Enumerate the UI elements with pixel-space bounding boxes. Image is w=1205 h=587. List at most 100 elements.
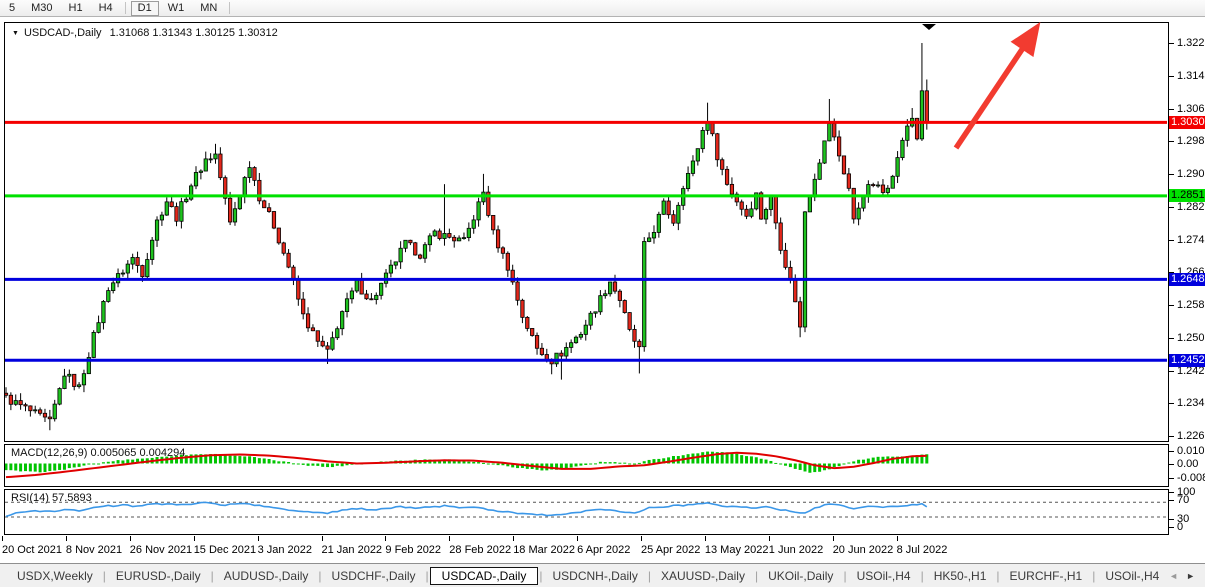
tab-scroll-right-icon[interactable]: ►	[1186, 570, 1195, 581]
price-tick	[1169, 337, 1174, 339]
price-tick-label: 1.24270	[1177, 364, 1205, 377]
date-tick	[704, 536, 706, 541]
price-tick	[1169, 43, 1174, 44]
symbol-tab-bar: USDX,Weekly | EURUSD-,Daily | AUDUSD-,Daily |…	[0, 563, 1205, 587]
tab-separator: |	[843, 568, 847, 583]
rsi-canvas[interactable]	[5, 490, 1168, 534]
rsi-panel[interactable]: RSI(14) 57.5893	[4, 489, 1169, 535]
price-tick	[1169, 370, 1174, 372]
date-tick-label: 15 Dec 2021	[193, 544, 257, 556]
date-tick	[257, 536, 259, 541]
price-tick	[1169, 173, 1174, 175]
date-tick	[832, 536, 834, 541]
rsi-axis-tick	[1169, 519, 1174, 520]
tab-usdcad-daily[interactable]: USDCAD-,Daily	[429, 566, 539, 585]
tab-eurchf-h1[interactable]: EURCHF-,H1	[1009, 568, 1083, 583]
macd-panel[interactable]: MACD(12,26,9) 0.005065 0.004294	[4, 444, 1169, 487]
timeframe-button-m30[interactable]: M30	[31, 1, 53, 14]
tab-eurusd-daily[interactable]: EURUSD-,Daily	[115, 568, 201, 583]
tab-usdx-weekly[interactable]: USDX,Weekly	[17, 568, 93, 583]
date-tick	[641, 536, 642, 541]
level-price-badge: 1.30300	[1169, 115, 1205, 129]
timeframe-button-h4[interactable]: H4	[98, 1, 113, 14]
tab-usdcnh-daily[interactable]: USDCNH-,Daily	[552, 568, 638, 583]
tab-scroll-arrows: ◄ ►	[1169, 571, 1197, 581]
rsi-label: RSI(14) 57.5893	[11, 492, 92, 504]
timeframe-button-mn[interactable]: MN	[200, 1, 218, 14]
chart-ohlc-values: 1.31068 1.31343 1.30125 1.30312	[109, 27, 278, 39]
date-tick-label: 13 May 2022	[704, 544, 769, 556]
timeframe-button-w1[interactable]: W1	[167, 1, 185, 14]
tab-separator: |	[102, 568, 106, 583]
level-price-badge: 1.26485	[1169, 272, 1205, 286]
macd-label: MACD(12,26,9) 0.005065 0.004294	[11, 447, 186, 459]
price-tick-label: 1.22690	[1177, 429, 1205, 442]
timeframe-button-5[interactable]: 5	[9, 1, 16, 14]
date-tick-label: 8 Nov 2021	[65, 544, 123, 556]
tab-scroll-left-icon[interactable]: ◄	[1169, 570, 1179, 581]
price-tick-label: 1.27450	[1177, 233, 1205, 246]
date-tick	[193, 536, 195, 541]
macd-axis-label: 0.00	[1177, 457, 1199, 470]
price-tick-label: 1.29050	[1177, 167, 1205, 180]
toolbar-separator	[229, 2, 231, 14]
tab-separator: |	[539, 568, 543, 583]
tab-separator: |	[647, 568, 651, 583]
rsi-axis-tick	[1169, 500, 1174, 501]
price-tick-label: 1.30630	[1177, 102, 1205, 115]
candlestick-canvas[interactable]	[5, 23, 1168, 441]
level-price-badge: 1.24521	[1169, 353, 1205, 367]
price-tick	[1169, 304, 1174, 306]
date-tick-label: 28 Feb 2022	[449, 544, 512, 556]
timeframe-button-d1[interactable]: D1	[130, 0, 159, 16]
date-tick-label: 25 Apr 2022	[641, 544, 701, 556]
tab-separator: |	[754, 568, 759, 583]
tab-separator: |	[210, 568, 214, 583]
date-tick-label: 26 Nov 2021	[129, 544, 193, 556]
date-tick-label: 1 Jun 2022	[768, 544, 824, 556]
price-tick-label: 1.23490	[1177, 396, 1205, 409]
macd-axis-tick	[1169, 477, 1174, 479]
tab-ukoil-daily[interactable]: UKOil-,Daily	[768, 568, 834, 583]
toolbar-separator	[124, 2, 126, 14]
tab-usdchf-daily[interactable]: USDCHF-,Daily	[331, 568, 416, 583]
date-tick-label: 6 Apr 2022	[577, 544, 631, 556]
timeframe-button-h1[interactable]: H1	[68, 1, 83, 14]
date-tick	[577, 536, 579, 541]
rsi-axis-label: 70	[1177, 494, 1190, 506]
price-tick	[1169, 140, 1174, 142]
date-tick-label: 3 Jan 2022	[257, 544, 313, 556]
tab-hk50-h1[interactable]: HK50-,H1	[933, 568, 987, 583]
date-tick	[513, 536, 515, 541]
tab-separator: |	[920, 568, 924, 583]
macd-canvas[interactable]	[5, 445, 1168, 486]
price-tick	[1169, 206, 1174, 208]
tab-usoil-h4[interactable]: USOil-,H4	[856, 568, 911, 583]
macd-axis-label: 0.010578	[1177, 444, 1205, 457]
rsi-axis-label: 100	[1177, 486, 1196, 498]
price-tick	[1169, 75, 1174, 77]
date-tick-label: 21 Jan 2022	[321, 544, 383, 556]
date-tick-label: 8 Jul 2022	[896, 544, 948, 556]
date-tick-label: 20 Jun 2022	[832, 544, 894, 556]
rsi-value: 57.5893	[51, 492, 92, 504]
date-tick	[896, 536, 898, 541]
chart-title: ▼ USDCAD-,Daily 1.31068 1.31343 1.30125 1.…	[12, 27, 278, 39]
level-price-badge: 1.28516	[1169, 189, 1205, 203]
tab-usoil-h4[interactable]: USOil-,H4	[1105, 568, 1160, 583]
date-tick	[321, 536, 323, 541]
chevron-down-icon[interactable]: ▼	[12, 30, 19, 37]
date-tick-label: 9 Feb 2022	[385, 544, 442, 556]
rsi-axis-label: 0	[1177, 521, 1184, 533]
macd-axis-tick	[1169, 463, 1174, 465]
macd-axis-tick	[1169, 450, 1174, 452]
price-tick-label: 1.32230	[1177, 37, 1205, 49]
price-tick-label: 1.31430	[1177, 69, 1205, 82]
macd-signal-value: 0.004294	[139, 447, 186, 459]
date-tick	[768, 536, 770, 541]
date-tick	[2, 536, 3, 541]
price-tick	[1169, 435, 1174, 437]
main-chart-panel[interactable]: ▼ USDCAD-,Daily 1.31068 1.31343 1.30125 1.…	[4, 22, 1169, 442]
tab-audusd-daily[interactable]: AUDUSD-,Daily	[223, 568, 309, 583]
tab-xauusd-daily[interactable]: XAUUSD-,Daily	[660, 568, 745, 583]
